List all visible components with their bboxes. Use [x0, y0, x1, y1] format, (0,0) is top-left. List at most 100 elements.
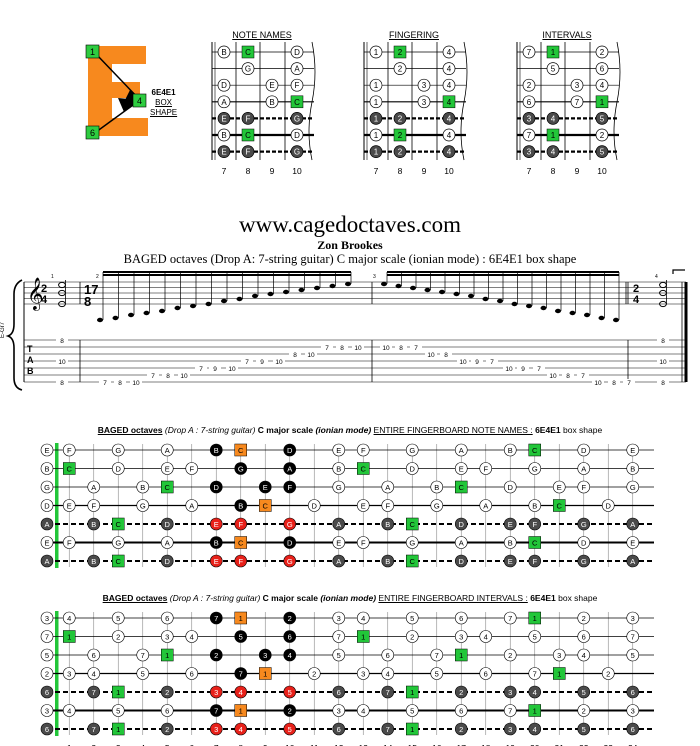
note-circle	[381, 648, 395, 662]
fret-number: 10	[285, 575, 295, 577]
fret-number: 14	[383, 575, 393, 577]
note-label: 4	[447, 65, 452, 74]
fingerboard-intervals: 3 4 5 6 7 1 2 3 4 5 6 7 1 2 37 1 2 3 4 5 6 7 1 2 3 4 5 6 75 6 7 1 2 3 4 5 6 7…	[40, 611, 654, 746]
note-circle	[393, 62, 407, 75]
open-note-label: D	[44, 502, 50, 511]
time-sig-top: 2	[633, 283, 639, 295]
note-label: G	[287, 520, 293, 529]
note-circle	[528, 499, 542, 512]
fingering-diagram: 1 2 4 2 4 1 3 4 1 3 4 1 2 4 1 2 4 1 2 4 7 8 9 10	[363, 41, 468, 176]
note-circle	[454, 517, 468, 531]
note-label: 2	[527, 81, 532, 90]
root-marker	[553, 499, 566, 512]
note-circle	[265, 95, 279, 109]
root-marker	[528, 611, 541, 625]
tab-number: 8	[444, 352, 448, 359]
fret-number: 8	[238, 575, 243, 577]
note-label: F	[67, 539, 72, 548]
tab-number: 10	[228, 366, 236, 373]
note-label: 7	[214, 707, 218, 716]
note-circle	[595, 45, 609, 59]
note-circle	[479, 462, 493, 475]
note-circle	[503, 536, 517, 549]
note-label: 1	[374, 148, 379, 157]
note-circle	[405, 462, 419, 475]
note-circle	[595, 62, 609, 75]
note-label: 4	[484, 633, 488, 642]
system-brace	[5, 279, 23, 391]
open-note-label: G	[44, 483, 50, 492]
note-label: 6	[165, 707, 169, 716]
note-circle	[381, 480, 395, 494]
open-note-label: 5	[45, 651, 49, 660]
note-head	[174, 305, 181, 311]
note-label: 1	[374, 98, 379, 107]
note-circle	[417, 78, 431, 92]
note-circle	[332, 517, 346, 531]
note-label: 4	[447, 98, 452, 107]
note-circle	[442, 112, 456, 125]
open-note-label: 3	[45, 614, 49, 623]
note-label: E	[214, 557, 219, 566]
fret-number: 10	[444, 166, 454, 176]
fret-number: 8	[238, 743, 243, 746]
note-label: 3	[631, 614, 635, 623]
fret-number: 16	[432, 575, 442, 577]
open-note	[40, 536, 54, 549]
tab-number-bg	[562, 372, 574, 379]
edge-curve	[460, 41, 468, 161]
note-label: 7	[631, 633, 635, 642]
note-circle	[528, 685, 542, 699]
note-circle	[454, 443, 468, 457]
time-sig-bottom: 4	[633, 294, 640, 306]
tab-number: 10	[382, 345, 390, 352]
note-circle	[185, 667, 199, 680]
fret-number: 9	[575, 166, 580, 176]
note-label: 3	[422, 98, 427, 107]
note-circle	[234, 554, 248, 568]
note-circle	[265, 78, 279, 92]
tab-number: 8	[399, 345, 403, 352]
note-circle	[430, 667, 444, 680]
note-label: 4	[361, 707, 365, 716]
tab-number: 8	[566, 373, 570, 380]
note-circle	[160, 517, 174, 531]
note-circle	[442, 145, 456, 158]
box-word: BOX	[155, 98, 173, 107]
note-label: D	[581, 539, 587, 548]
note-circle	[626, 685, 640, 699]
box-shape-name: 6E4E1	[151, 88, 176, 97]
note-circle	[283, 517, 297, 531]
root-marker	[234, 611, 247, 625]
note-label: F	[361, 446, 366, 455]
note-circle	[522, 78, 536, 92]
note-label: 3	[508, 725, 512, 734]
note-label: G	[409, 539, 415, 548]
note-label: C	[410, 557, 416, 566]
note-label: 1	[410, 725, 414, 734]
fret-number: 9	[263, 743, 268, 746]
note-label: A	[630, 520, 635, 529]
note-label: 1	[239, 614, 243, 623]
fret-number: 8	[246, 166, 251, 176]
fret-number: 3	[116, 575, 121, 577]
note-label: A	[459, 446, 464, 455]
note-label: F	[238, 520, 243, 529]
tab-letter: T	[27, 344, 33, 354]
half-note	[659, 281, 667, 289]
marker-label: 1	[90, 47, 95, 57]
note-label: 7	[141, 651, 145, 660]
fret-number: 7	[214, 575, 219, 577]
note-head	[511, 301, 518, 307]
note-label: 2	[459, 688, 463, 697]
measure-number: 3	[373, 274, 376, 280]
tab-number-bg	[195, 365, 207, 372]
note-label: D	[508, 483, 514, 492]
note-circle	[577, 704, 591, 717]
root-marker	[528, 443, 541, 457]
title-mode: (ionian mode)	[320, 593, 377, 603]
note-label: 1	[533, 614, 537, 623]
marker-square	[132, 93, 147, 108]
note-circle	[503, 480, 517, 494]
note-label: B	[214, 539, 219, 548]
